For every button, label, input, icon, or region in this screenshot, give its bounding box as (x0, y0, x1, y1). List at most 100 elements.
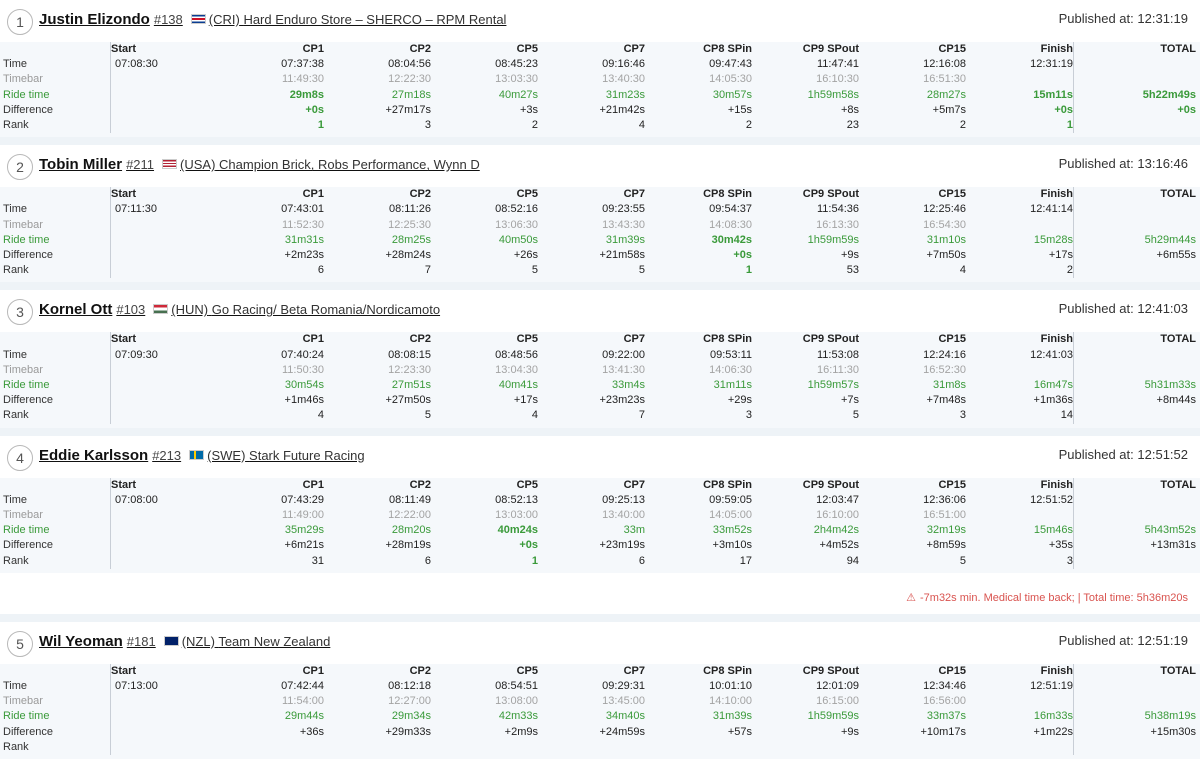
column-header: Finish (1040, 478, 1073, 491)
table-cell: 14:06:30 (709, 363, 752, 376)
table-cell: 07:09:30 (110, 347, 217, 363)
country-flag-icon (163, 635, 179, 646)
row-label: Difference (3, 249, 53, 262)
table-cell: 30m54s (284, 379, 324, 392)
rider-header: 5 Wil Yeoman #181 (NZL) Team New Zealand Pub… (0, 622, 1200, 664)
table-cell (1073, 202, 1200, 218)
table-cell (1073, 362, 1200, 379)
table-corner (0, 42, 110, 57)
table-cell: 16:10:00 (816, 509, 859, 522)
table-cell (110, 553, 217, 569)
table-cell: 6 (424, 554, 431, 567)
rider-name-link[interactable]: Kornel Ott #103 (HUN) Go Racing/ Beta Roma… (39, 301, 440, 318)
table-cell: 16:13:30 (816, 218, 859, 231)
rider-name-link[interactable]: Tobin Miller #211 (USA) Champion Brick, Ro… (39, 156, 480, 173)
row-label: Time (3, 203, 28, 216)
table-cell: 12:01:09 (816, 680, 859, 693)
rider-card: 2 Tobin Miller #211 (USA) Champion Brick, R… (0, 145, 1200, 283)
table-cell: 4 (531, 409, 538, 422)
table-cell: 13:43:30 (602, 218, 645, 231)
country-flag-icon (189, 449, 205, 460)
table-cell: 16:51:30 (923, 73, 966, 86)
row-label: Rank (3, 264, 29, 277)
row-label: Time (3, 348, 28, 361)
rider-name-link[interactable]: Wil Yeoman #181 (NZL) Team New Zealand (39, 633, 330, 650)
results-table: Start CP1 CP2 CP5 CP7 CP8 SPin CP9 SPout CP15 Fi… (0, 332, 1200, 428)
table-cell: 32m19s (926, 524, 966, 537)
table-cell: 27m51s (391, 379, 431, 392)
rider-name-link[interactable]: Eddie Karlsson #213 (SWE) Stark Future Rac… (39, 447, 365, 464)
results-table: Start CP1 CP2 CP5 CP7 CP8 SPin CP9 SPout CP15 Fi… (0, 42, 1200, 138)
row-label: Time (3, 680, 28, 693)
rider-card: 3 Kornel Ott #103 (HUN) Go Racing/ Beta Rom… (0, 290, 1200, 428)
row-label: Difference (3, 539, 53, 552)
table-cell: +8s (840, 103, 859, 116)
table-cell: 09:22:00 (602, 348, 645, 361)
table-cell: 08:11:26 (388, 203, 431, 216)
column-header: CP7 (623, 43, 645, 55)
table-cell: +0s (519, 539, 538, 552)
rider-name-link[interactable]: Justin Elizondo #138 (CRI) Hard Enduro Sto… (39, 11, 506, 28)
row-label: Rank (3, 554, 29, 567)
table-cell: 5 (852, 409, 859, 422)
column-header: CP7 (623, 188, 645, 201)
table-cell: +27m17s (385, 103, 431, 116)
table-cell: 5 (424, 409, 431, 422)
table-cell: 1h59m59s (807, 233, 859, 246)
row-label: Timebar (3, 363, 43, 376)
table-cell (110, 232, 217, 249)
table-cell: +17s (1048, 249, 1073, 262)
published-at: Published at: 12:31:19 (1059, 11, 1188, 26)
table-cell: 12:41:14 (1030, 203, 1073, 216)
published-label: Published at: (1058, 632, 1134, 648)
table-cell (110, 393, 217, 409)
table-cell: 5h31m33s (1073, 378, 1200, 394)
table-cell: 12:31:19 (1030, 58, 1073, 71)
table-cell: 5h38m19s (1073, 709, 1200, 725)
column-header: CP9 SPout (802, 188, 859, 201)
table-cell: +0s (1073, 102, 1200, 119)
table-cell (110, 724, 217, 740)
column-header: CP2 (409, 664, 431, 677)
table-cell: 31m8s (932, 379, 966, 392)
published-time: 12:51:52 (1137, 446, 1188, 462)
row-label: Ride time (3, 710, 50, 723)
table-cell: 16:54:30 (923, 218, 966, 231)
published-at: Published at: 13:16:46 (1059, 156, 1188, 171)
column-header: CP2 (409, 333, 431, 346)
table-cell: 31m10s (926, 233, 966, 246)
table-cell (110, 248, 217, 264)
table-cell: 6 (317, 264, 324, 277)
table-cell: 5 (959, 554, 966, 567)
table-cell: 13:06:30 (495, 218, 538, 231)
column-header: Start (110, 477, 217, 493)
table-cell: 31m39s (712, 710, 752, 723)
published-at: Published at: 12:51:52 (1059, 447, 1188, 462)
rider-header: 2 Tobin Miller #211 (USA) Champion Brick, R… (0, 145, 1200, 187)
table-cell: 07:40:24 (281, 348, 324, 361)
table-cell: +7s (840, 394, 859, 407)
position-badge: 3 (7, 299, 33, 326)
table-cell: +5m7s (932, 103, 966, 116)
table-cell: +0s (305, 103, 324, 116)
table-cell: +0s (733, 249, 752, 262)
table-cell: 5 (638, 264, 645, 277)
column-header: CP2 (409, 478, 431, 491)
table-cell (217, 740, 324, 755)
column-header: Finish (1040, 333, 1073, 346)
published-time: 12:51:19 (1137, 632, 1188, 648)
table-cell: +15s (727, 103, 752, 116)
table-cell: +7m48s (926, 394, 966, 407)
table-cell: 12:24:16 (923, 348, 966, 361)
table-cell: 5h29m44s (1073, 232, 1200, 249)
table-cell: 15m46s (1033, 524, 1073, 537)
table-cell (966, 363, 1073, 378)
table-cell: 2 (745, 119, 752, 132)
table-cell (966, 218, 1073, 233)
column-header: Start (110, 332, 217, 348)
country-flag-icon (162, 159, 178, 170)
rider-header: 4 Eddie Karlsson #213 (SWE) Stark Future Ra… (0, 436, 1200, 478)
table-cell: 11:54:36 (816, 203, 859, 216)
row-label: Time (3, 58, 28, 71)
table-cell (110, 709, 217, 725)
